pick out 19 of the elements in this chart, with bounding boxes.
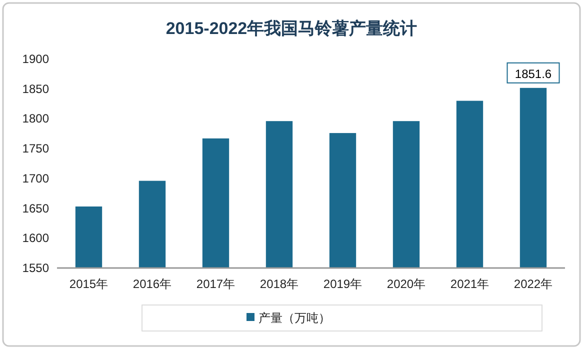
y-tick-label: 1550: [22, 261, 50, 275]
x-tick-label: 2016年: [132, 277, 172, 291]
legend-label: 产量（万吨）: [258, 311, 330, 325]
x-tick-label: 2021年: [450, 277, 490, 291]
y-tick-label: 1900: [22, 52, 50, 66]
x-tick-label: 2018年: [260, 277, 299, 291]
x-tick-label: 2019年: [323, 277, 362, 291]
y-tick-label: 1850: [22, 82, 50, 96]
x-tick-label: 2020年: [386, 277, 426, 291]
y-tick-label: 1750: [22, 142, 50, 156]
data-label: 1851.6: [514, 66, 552, 81]
x-tick-label: 2017年: [196, 277, 236, 291]
y-tick-label: 1800: [22, 112, 50, 126]
x-tick-label: 2015年: [69, 277, 108, 291]
x-tick-label: 2022年: [514, 277, 553, 291]
y-tick-label: 1600: [22, 231, 50, 246]
chart-title: 2015-2022年我国马铃薯产量统计: [166, 19, 418, 38]
y-tick-label: 1650: [22, 201, 50, 216]
y-tick-label: 1700: [22, 171, 50, 186]
